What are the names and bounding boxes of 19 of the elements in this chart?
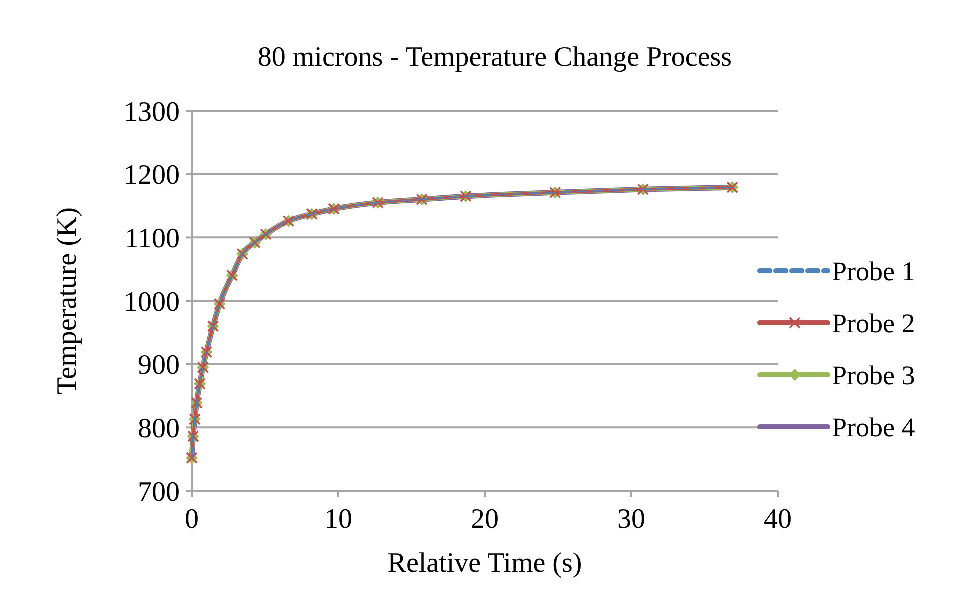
legend-label: Probe 1: [832, 256, 916, 286]
y-tick-label: 800: [138, 413, 180, 444]
chart-title: 80 microns - Temperature Change Process: [258, 42, 732, 73]
y-tick-label: 1200: [124, 160, 180, 192]
y-axis-title: Temperature (K): [52, 208, 83, 394]
legend-label: Probe 2: [832, 308, 916, 338]
y-tick-label: 1300: [124, 96, 180, 128]
x-tick-label: 20: [471, 504, 499, 535]
legend-label: Probe 4: [832, 412, 916, 442]
x-tick-label: 30: [618, 504, 646, 535]
x-tick-label: 0: [185, 504, 199, 535]
x-tick-label: 10: [324, 504, 352, 535]
legend-label: Probe 3: [832, 360, 916, 390]
y-tick-label: 700: [138, 476, 180, 508]
x-axis-title: Relative Time (s): [388, 548, 582, 579]
y-tick-label: 1000: [124, 286, 180, 318]
x-tick-label: 40: [764, 504, 792, 535]
y-tick-label: 900: [138, 350, 180, 382]
y-tick-label: 1100: [125, 223, 180, 254]
